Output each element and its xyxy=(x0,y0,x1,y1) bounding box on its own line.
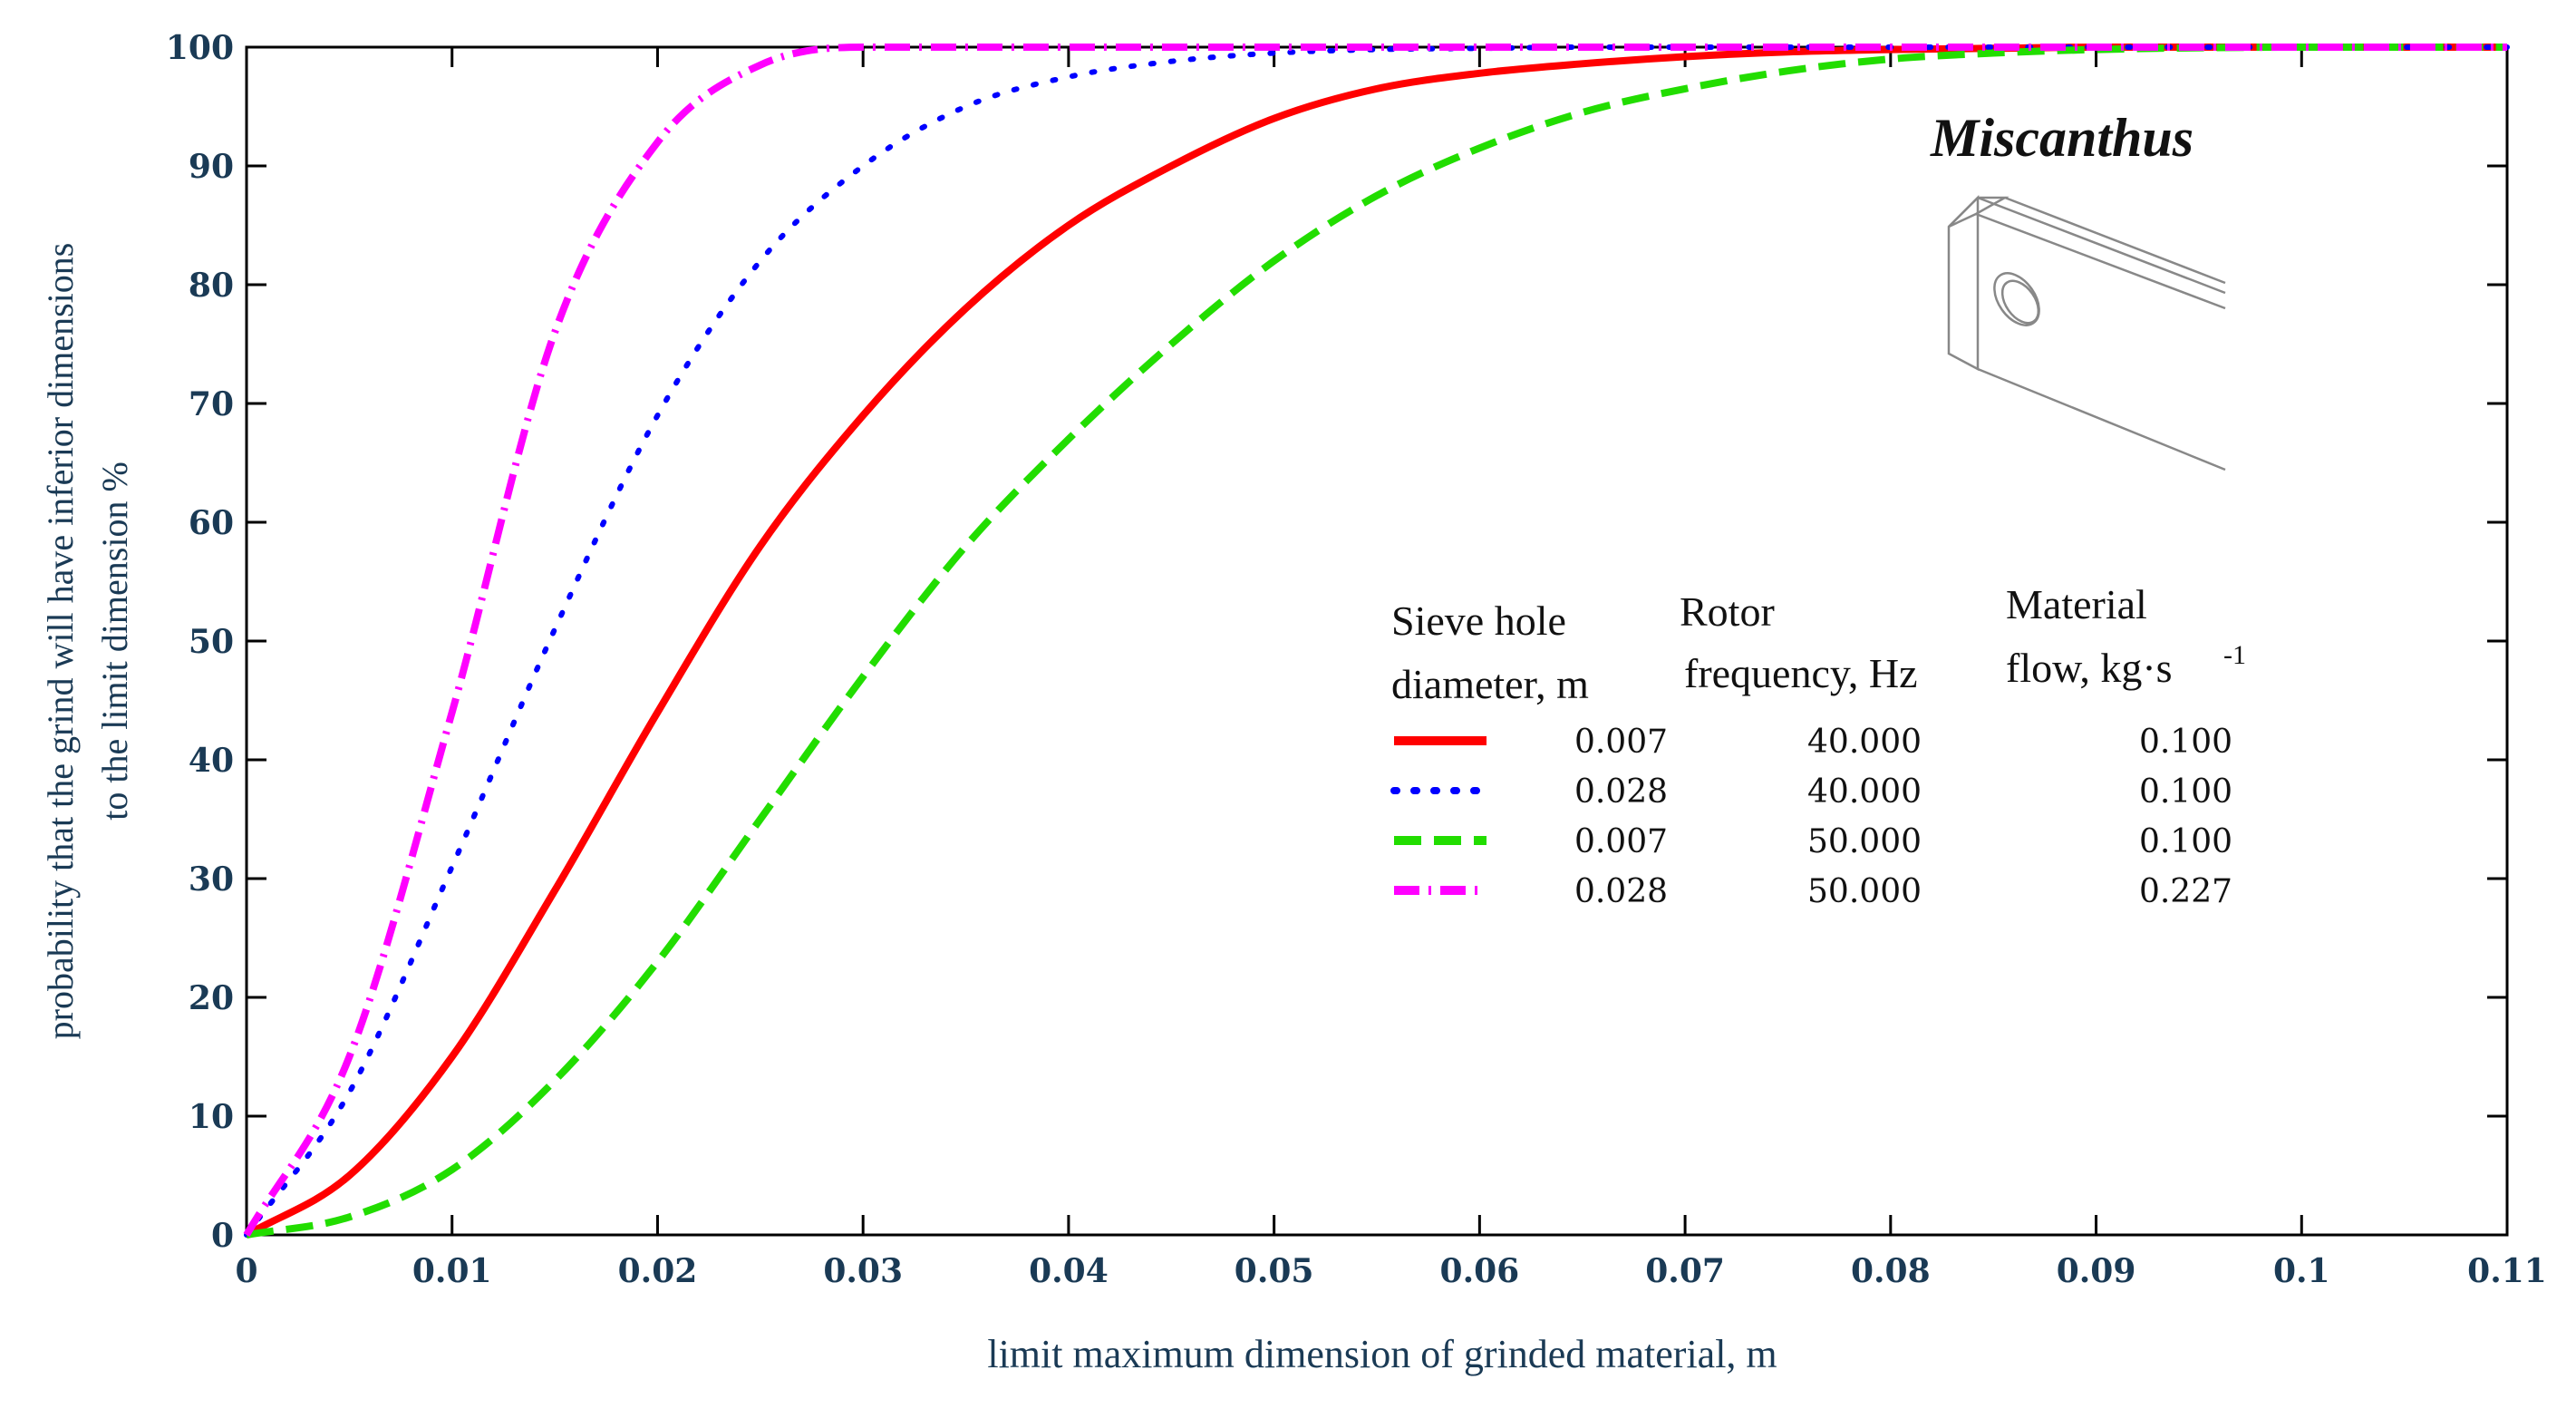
x-tick-label: 0.11 xyxy=(2467,1252,2547,1290)
y-tick-label: 0 xyxy=(211,1217,234,1255)
legend-header-flow-line-1: Material xyxy=(2006,581,2147,627)
y-axis-ticks: 0 10 20 30 40 50 60 70 80 90 100 xyxy=(166,29,2507,1255)
legend-flow-value: 0.227 xyxy=(2139,873,2232,910)
y-tick-label: 30 xyxy=(189,860,234,899)
legend: Sieve hole diameter, m Rotor frequency, … xyxy=(1390,581,2246,910)
legend-frequency-value: 40.000 xyxy=(1807,724,1922,761)
legend-sieve-value: 0.028 xyxy=(1574,773,1668,811)
x-tick-label: 0.01 xyxy=(412,1252,492,1290)
x-tick-label: 0.07 xyxy=(1645,1252,1725,1290)
y-axis-title-line-2: to the limit dimension % xyxy=(94,462,135,821)
legend-header-flow-line-2: flow, kg·s xyxy=(2006,645,2173,691)
y-tick-label: 10 xyxy=(189,1098,234,1136)
series-line-3 xyxy=(246,43,2507,1239)
y-axis-title-line-1: probability that the grind will have inf… xyxy=(40,243,81,1040)
legend-frequency-value: 50.000 xyxy=(1807,873,1922,910)
series-line-2 xyxy=(244,44,2510,1238)
x-tick-label: 0.09 xyxy=(2057,1252,2136,1290)
y-tick-label: 100 xyxy=(166,29,234,67)
x-tick-label: 0.03 xyxy=(823,1252,903,1290)
y-tick-label: 50 xyxy=(189,623,234,661)
sieve-plate-drawing xyxy=(1947,194,2226,471)
legend-sieve-value: 0.028 xyxy=(1574,873,1668,910)
series-group xyxy=(243,43,2510,1239)
x-tick-label: 0.1 xyxy=(2273,1252,2330,1290)
y-tick-label: 70 xyxy=(189,385,234,423)
legend-sieve-value: 0.007 xyxy=(1574,823,1668,860)
legend-header-sieve-line-1: Sieve hole xyxy=(1391,598,1566,644)
series-line-1 xyxy=(245,43,2507,1239)
legend-rows: 0.007 40.000 0.100 0.028 40.000 0.100 0.007 50.… xyxy=(1390,724,2232,910)
y-tick-label: 40 xyxy=(189,742,234,780)
legend-frequency-value: 50.000 xyxy=(1807,823,1922,860)
x-tick-label: 0.05 xyxy=(1235,1252,1314,1290)
x-tick-label: 0.02 xyxy=(618,1252,698,1290)
x-tick-label: 0 xyxy=(235,1252,257,1290)
legend-sieve-value: 0.007 xyxy=(1574,724,1668,761)
legend-header-rotor-line-2: frequency, Hz xyxy=(1684,650,1918,696)
legend-flow-value: 0.100 xyxy=(2139,724,2232,761)
plant-annotation: Miscanthus xyxy=(1930,108,2193,168)
x-tick-label: 0.04 xyxy=(1029,1252,1109,1290)
legend-flow-value: 0.100 xyxy=(2139,773,2232,811)
x-tick-label: 0.08 xyxy=(1851,1252,1931,1290)
y-tick-label: 60 xyxy=(189,504,234,542)
legend-flow-value: 0.100 xyxy=(2139,823,2232,860)
y-tick-label: 20 xyxy=(189,979,234,1017)
legend-header-sieve-line-2: diameter, m xyxy=(1391,661,1589,707)
y-tick-label: 90 xyxy=(189,148,234,186)
x-axis-ticks: 0 0.01 0.02 0.03 0.04 0.05 0.06 0.07 0.08 0.09 0.1… xyxy=(235,47,2547,1290)
x-tick-label: 0.06 xyxy=(1440,1252,1520,1290)
x-axis-title: limit maximum dimension of grinded mater… xyxy=(987,1332,1777,1376)
y-tick-label: 80 xyxy=(189,267,234,305)
plot-frame xyxy=(245,45,2509,1237)
series-line-4 xyxy=(243,43,2507,1238)
legend-frequency-value: 40.000 xyxy=(1807,773,1922,811)
legend-header-flow-exponent: -1 xyxy=(2223,640,2246,670)
legend-header-rotor-line-1: Rotor xyxy=(1680,588,1775,635)
